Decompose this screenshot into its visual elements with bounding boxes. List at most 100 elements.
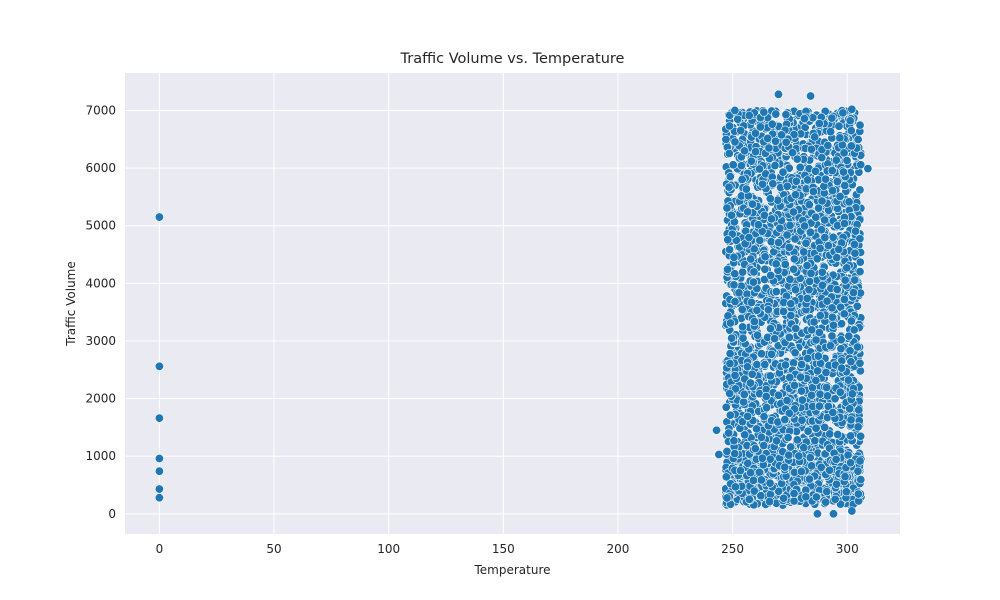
outlier-point [154,484,164,494]
data-point [780,360,790,370]
data-point [801,492,811,502]
data-point [792,154,802,164]
data-point [838,108,848,118]
data-point [771,109,781,119]
data-point [790,348,800,358]
data-point [737,174,747,184]
data-point [850,275,860,285]
data-point [832,253,842,263]
data-point [765,497,775,507]
data-point [779,493,789,503]
data-point [825,465,835,475]
x-tick-labels: 0 50 100 150 200 250 300 [156,542,859,556]
data-points [154,89,873,519]
data-point [781,110,791,120]
data-point [815,311,825,321]
data-point [853,422,863,432]
y-tick-label: 1000 [85,449,116,463]
data-point [855,267,865,277]
data-point [822,382,832,392]
data-point [756,475,766,485]
data-point [771,287,781,297]
data-point [765,194,775,204]
data-point [777,130,787,140]
data-point [820,233,830,243]
data-point [724,149,734,159]
data-point [789,130,799,140]
data-point [825,341,835,351]
y-tick-labels: 0 1000 2000 3000 4000 5000 6000 7000 [85,103,116,520]
data-point [847,104,857,114]
data-point [856,431,866,441]
data-point [729,252,739,262]
data-point [760,264,770,274]
data-point [817,153,827,163]
data-point [759,274,769,284]
data-point [816,462,826,472]
data-point [832,285,842,295]
data-point [828,232,838,242]
data-point [814,401,824,411]
data-point [761,391,771,401]
data-point [727,210,737,220]
data-point [853,466,863,476]
data-point [836,344,846,354]
data-point [754,467,764,477]
data-point [843,450,853,460]
data-point [811,423,821,433]
data-point [759,440,769,450]
y-tick-label: 0 [108,507,116,521]
data-point [856,160,866,170]
data-point [749,486,759,496]
data-point [791,285,801,295]
data-point [746,254,756,264]
data-point [846,357,856,367]
data-point [730,449,740,459]
data-point [784,163,794,173]
data-point [751,128,761,138]
data-point [849,239,859,249]
data-point [774,238,784,248]
data-point [830,394,840,404]
data-point [806,144,816,154]
data-point [770,161,780,171]
data-point [844,197,854,207]
data-point [846,415,856,425]
x-tick-label: 250 [721,542,744,556]
data-point [846,141,856,151]
data-point [770,334,780,344]
y-tick-label: 4000 [85,276,116,290]
outlier-point [154,212,164,222]
data-point [789,380,799,390]
data-point [831,454,841,464]
x-tick-label: 50 [266,542,281,556]
data-point [725,245,735,255]
data-point [797,360,807,370]
data-point [774,390,784,400]
data-point [714,449,724,459]
data-point [757,453,767,463]
data-point [758,179,768,189]
data-point [721,134,731,144]
data-point [786,299,796,309]
data-point [737,417,747,427]
data-point [736,161,746,171]
data-point [784,408,794,418]
data-point [813,351,823,361]
data-point [810,436,820,446]
data-point [751,147,761,157]
data-point [733,114,743,124]
data-point [770,136,780,146]
data-point [840,275,850,285]
data-point [759,107,769,117]
data-point [743,458,753,468]
data-point [763,305,773,315]
data-point [765,371,775,381]
data-point [788,207,798,217]
data-point [784,332,794,342]
data-point [752,424,762,434]
data-point [802,293,812,303]
data-point [820,215,830,225]
data-point [851,226,861,236]
data-point [730,297,740,307]
